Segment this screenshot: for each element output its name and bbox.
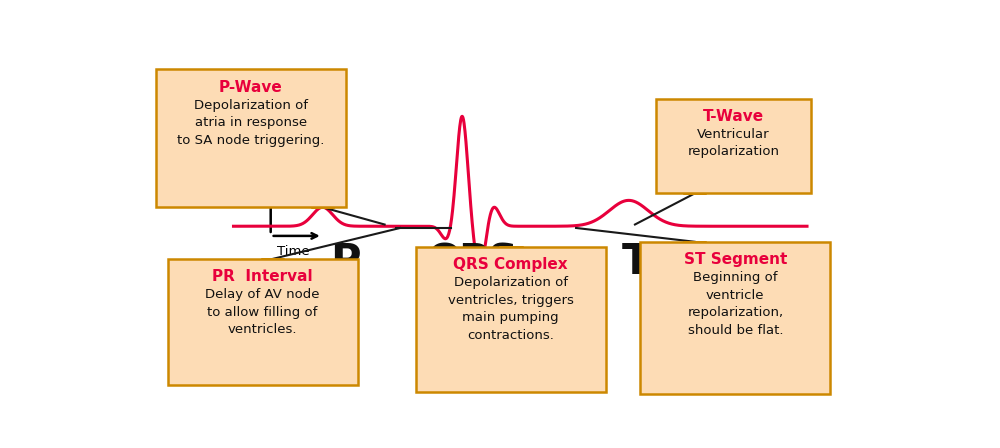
Text: Time: Time	[277, 245, 310, 258]
Text: Delay of AV node
to allow filling of
ventricles.: Delay of AV node to allow filling of ven…	[205, 289, 320, 336]
Text: Depolarization of
ventricles, triggers
main pumping
contractions.: Depolarization of ventricles, triggers m…	[448, 276, 574, 342]
Text: Voltage: Voltage	[275, 165, 325, 178]
FancyBboxPatch shape	[640, 242, 830, 393]
Text: ST Segment: ST Segment	[684, 252, 787, 267]
FancyBboxPatch shape	[168, 259, 358, 385]
Text: Beginning of
ventricle
repolarization,
should be flat.: Beginning of ventricle repolarization, s…	[687, 271, 783, 336]
FancyBboxPatch shape	[656, 99, 811, 194]
Text: S: S	[488, 241, 518, 284]
Text: PR  Interval: PR Interval	[212, 269, 313, 284]
Text: Depolarization of
atria in response
to SA node triggering.: Depolarization of atria in response to S…	[177, 99, 325, 146]
Text: P: P	[331, 241, 361, 284]
Text: T: T	[622, 241, 651, 284]
Text: P-Wave: P-Wave	[219, 80, 283, 95]
Text: R: R	[458, 241, 490, 284]
FancyBboxPatch shape	[156, 69, 346, 207]
Text: Ventricular
repolarization: Ventricular repolarization	[687, 128, 779, 159]
Text: T-Wave: T-Wave	[703, 109, 764, 124]
FancyBboxPatch shape	[416, 247, 606, 392]
Text: QRS Complex: QRS Complex	[453, 257, 568, 272]
Text: Q: Q	[427, 241, 463, 284]
